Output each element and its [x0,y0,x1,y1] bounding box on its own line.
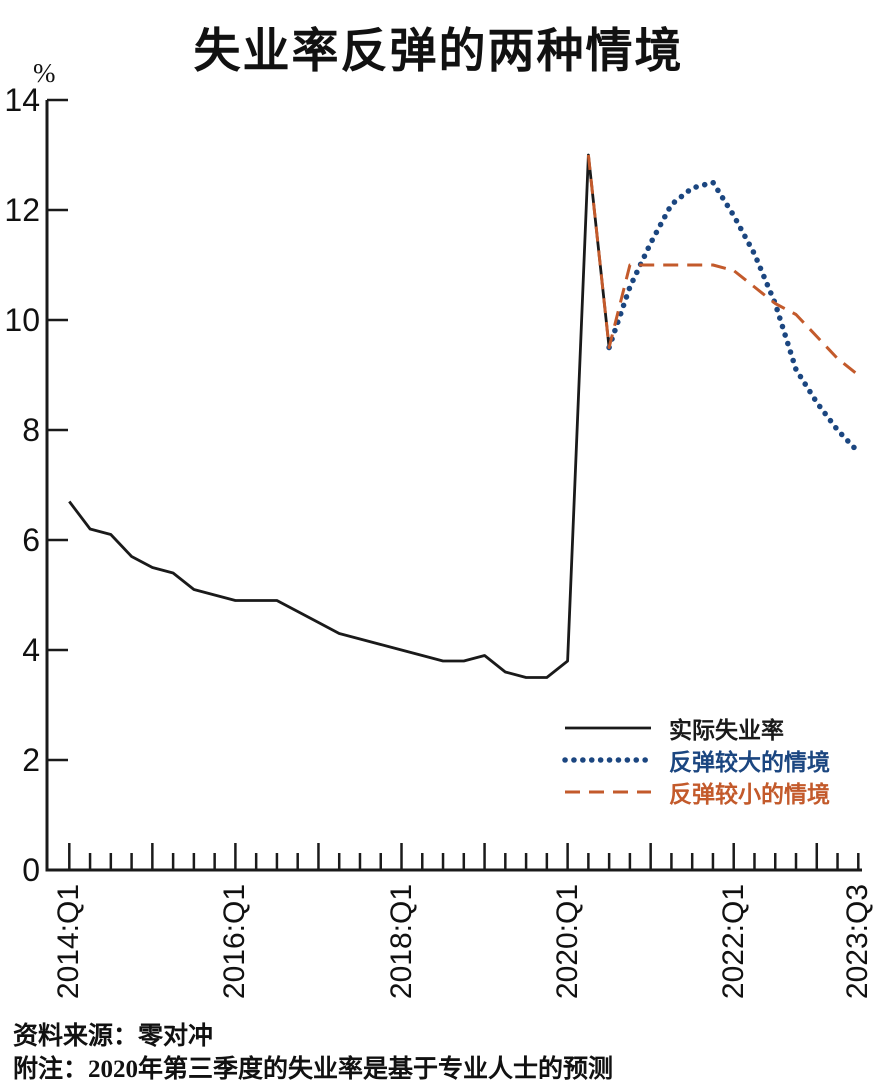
legend-label: 反弹较大的情境 [669,750,830,775]
y-tick-label: 14 [4,82,40,118]
source-line: 资料来源：零对冲 [13,1023,214,1050]
axes [45,100,862,872]
legend-label: 反弹较小的情境 [669,782,830,807]
x-tick-label: 2023:Q3 [841,884,875,1000]
y-tick-label: 4 [22,632,40,668]
legend-line-sample-actual [565,726,651,730]
legend-label: 实际失业率 [669,718,784,743]
y-tick-label: 0 [22,852,40,888]
x-tick-label: 2016:Q1 [218,884,252,1000]
legend-item: 反弹较大的情境 [562,744,830,776]
series-small-rebound [586,154,860,377]
x-tick-label: 2018:Q1 [384,884,418,1000]
x-tick-label: 2020:Q1 [550,884,584,1000]
y-axis-unit-label: % [33,58,56,88]
legend: 实际失业率反弹较大的情境 反弹较小的情境 [562,712,830,808]
note-line: 附注：2020年第三季度的失业率是基于专业人士的预测 [13,1056,614,1083]
x-tick-label: 2014:Q1 [52,884,86,1000]
legend-item: 反弹较小的情境 [562,776,830,808]
legend-line-sample-large-rebound [562,757,654,763]
y-tick-label: 2 [22,742,40,778]
y-tick-label: 12 [4,192,40,228]
series-actual [68,153,611,679]
legend-item: 实际失业率 [562,712,830,744]
x-tick-label: 2022:Q1 [716,884,750,1000]
legend-line-sample-small-rebound [565,790,651,794]
y-tick-label: 10 [4,302,40,338]
y-tick-label: 6 [22,522,40,558]
series-large-rebound [606,179,862,455]
chart-title: 失业率反弹的两种情境 [193,26,684,78]
y-tick-label: 8 [22,412,40,448]
